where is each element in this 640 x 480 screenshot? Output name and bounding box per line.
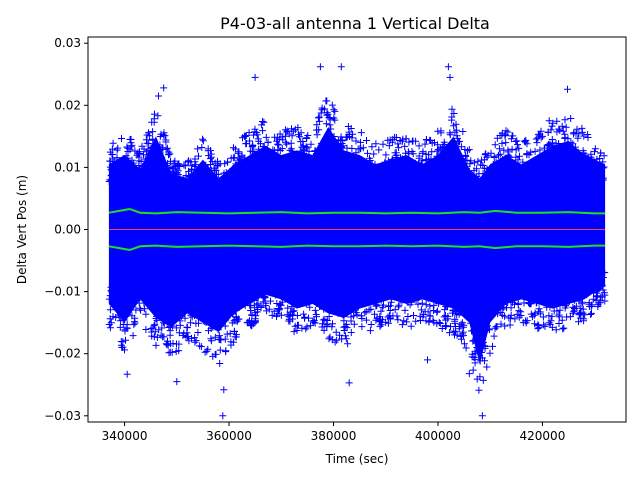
y-tick-label: 0.02: [54, 98, 81, 112]
x-axis: 340000 360000 380000 400000 420000: [102, 422, 566, 443]
x-tick-label: 380000: [311, 429, 357, 443]
x-axis-label: Time (sec): [325, 452, 389, 466]
x-tick-label: 420000: [520, 429, 566, 443]
y-axis: −0.03 −0.02 −0.01 0.00 0.01 0.02 0.03: [44, 36, 88, 423]
line-series-1: [108, 207, 606, 215]
scatter-markers: [105, 63, 609, 420]
y-tick-label: −0.03: [44, 409, 81, 423]
plot-frame: [87, 36, 627, 423]
x-tick-label: 400000: [415, 429, 461, 443]
y-axis-label: Delta Vert Pos (m): [15, 175, 29, 284]
x-tick-label: 360000: [206, 429, 252, 443]
y-tick-label: 0.00: [54, 223, 81, 237]
y-tick-label: −0.01: [44, 285, 81, 299]
y-tick-label: −0.02: [44, 347, 81, 361]
chart-title: P4-03-all antenna 1 Vertical Delta: [220, 14, 490, 33]
x-tick-label: 340000: [102, 429, 148, 443]
data-layer: [105, 63, 609, 420]
y-tick-label: 0.03: [54, 36, 81, 50]
y-tick-label: 0.01: [54, 160, 81, 174]
line-series-2: [108, 244, 606, 252]
